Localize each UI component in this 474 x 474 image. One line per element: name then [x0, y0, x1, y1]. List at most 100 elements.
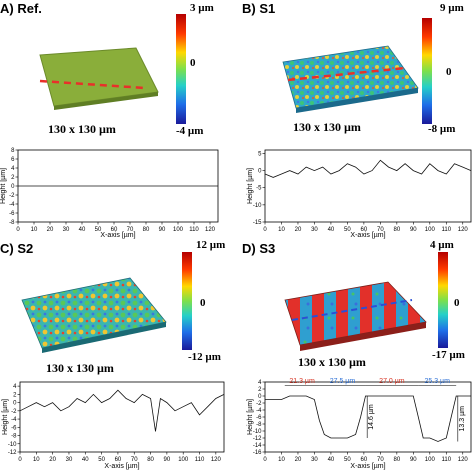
- x-tick-label: 20: [295, 227, 302, 233]
- y-axis-label: Height [µm]: [2, 399, 9, 435]
- colorbar-min: -12 µm: [188, 351, 221, 363]
- x-tick-label: 100: [173, 227, 184, 233]
- colorbar-mid: 0: [454, 297, 460, 309]
- x-tick-label: 60: [115, 457, 122, 463]
- x-tick-label: 40: [328, 457, 335, 463]
- colorbar-max: 12 µm: [196, 239, 225, 251]
- y-tick-label: 2: [11, 175, 15, 181]
- width-label: 21.3 µm: [289, 378, 315, 385]
- colorbar: [176, 14, 186, 124]
- x-tick-label: 100: [178, 457, 189, 463]
- y-tick-label: -14: [253, 443, 262, 449]
- y-tick-label: 4: [13, 384, 17, 390]
- profile-line: [287, 66, 406, 82]
- y-tick-label: 8: [11, 148, 15, 154]
- y-tick-label: 0: [13, 401, 17, 407]
- x-tick-label: 10: [31, 227, 38, 233]
- y-tick-label: -15: [253, 220, 262, 226]
- colorbar-mid: 0: [446, 66, 452, 78]
- dimension-label: 130 x 130 µm: [298, 355, 366, 369]
- colorbar: [422, 18, 432, 124]
- x-tick-label: 50: [344, 227, 351, 233]
- y-tick-label: -4: [256, 408, 262, 414]
- x-tick-label: 30: [311, 457, 318, 463]
- y-tick-label: -4: [9, 202, 15, 208]
- x-tick-label: 110: [441, 227, 451, 233]
- x-axis-label: X-axis [µm]: [350, 232, 385, 239]
- x-tick-label: 80: [393, 227, 400, 233]
- x-tick-label: 90: [159, 227, 166, 233]
- dimension-label: 130 x 130 µm: [46, 361, 114, 375]
- y-tick-label: -12: [8, 450, 17, 456]
- dimension-label: 130 x 130 µm: [293, 120, 361, 134]
- x-tick-label: 40: [79, 227, 86, 233]
- x-tick-label: 30: [66, 457, 73, 463]
- y-tick-label: 2: [13, 392, 17, 398]
- y-tick-label: 4: [11, 166, 15, 172]
- x-tick-label: 20: [295, 457, 302, 463]
- x-tick-label: 40: [82, 457, 89, 463]
- y-tick-label: 0: [258, 394, 262, 400]
- x-tick-label: 10: [278, 227, 285, 233]
- panel-label: C) S2: [0, 241, 33, 256]
- surface-edge: [296, 88, 418, 113]
- x-tick-label: 60: [111, 227, 118, 233]
- y-tick-label: -8: [256, 422, 262, 428]
- x-tick-label: 50: [98, 457, 105, 463]
- x-tick-label: 0: [263, 457, 267, 463]
- panel-label: D) S3: [242, 241, 275, 256]
- profile-plot-d: 0 10 20 30 40 50 60 70 80 90 100 110 120420-2-4-6-8-…: [247, 380, 472, 470]
- x-tick-label: 60: [361, 457, 368, 463]
- x-axis-label: X-axis [µm]: [104, 463, 139, 470]
- x-tick-label: 50: [344, 457, 351, 463]
- width-label: 27.5 µm: [330, 378, 356, 385]
- panel-c: C) S2 130 x 130 µm 12 µm 0 -12 µm 0 10 20 3…: [0, 239, 225, 470]
- panel-d: D) S3 130 x 130 µm 4 µm 0 -17 µm 0 10 20 30…: [242, 239, 472, 470]
- colorbar: [182, 252, 192, 350]
- x-tick-label: 0: [16, 227, 20, 233]
- x-tick-label: 70: [131, 457, 138, 463]
- x-tick-label: 120: [458, 227, 469, 233]
- y-tick-label: 0: [258, 169, 262, 175]
- y-axis-label: Height [µm]: [0, 168, 7, 204]
- width-label: 27.0 µm: [379, 378, 405, 385]
- height-profile-series: [265, 395, 471, 442]
- y-axis-label: Height [µm]: [247, 168, 254, 204]
- y-tick-label: -10: [253, 429, 262, 435]
- y-tick-label: -10: [8, 442, 17, 448]
- x-tick-label: 20: [49, 457, 56, 463]
- x-tick-label: 90: [410, 457, 417, 463]
- surface-edge: [300, 322, 426, 351]
- plot-frame: [264, 149, 472, 223]
- x-tick-label: 30: [311, 227, 318, 233]
- y-tick-label: 2: [258, 387, 262, 393]
- profile-plot-a: 0 10 20 30 40 50 60 70 80 90 100 110 12086420-2-4-6-…: [0, 148, 219, 239]
- y-tick-label: -2: [256, 401, 262, 407]
- y-tick-label: 0: [11, 184, 15, 190]
- profile-line: [39, 79, 146, 90]
- x-tick-label: 40: [328, 227, 335, 233]
- y-tick-label: -2: [11, 409, 17, 415]
- x-tick-label: 0: [18, 457, 22, 463]
- dimension-label: 130 x 130 µm: [48, 122, 116, 136]
- y-tick-label: -5: [256, 186, 262, 192]
- surface-edge: [54, 92, 158, 110]
- x-tick-label: 50: [95, 227, 102, 233]
- x-tick-label: 70: [377, 227, 384, 233]
- profile-annotations: 21.3 µm 27.5 µm 27.0 µm 25.3 µm 14.6 µm 13.3 …: [284, 378, 466, 442]
- profile-line: [291, 299, 413, 321]
- y-tick-label: 5: [258, 151, 262, 157]
- colorbar-max: 3 µm: [190, 2, 214, 14]
- y-tick-label: -8: [11, 434, 17, 440]
- x-tick-label: 110: [189, 227, 199, 233]
- y-tick-label: -12: [253, 436, 262, 442]
- panel-label: B) S1: [242, 1, 275, 16]
- colorbar: [438, 252, 448, 348]
- x-tick-label: 110: [195, 457, 205, 463]
- y-tick-label: -6: [9, 211, 15, 217]
- surface-edge: [42, 322, 166, 353]
- y-tick-label: 6: [11, 157, 15, 163]
- x-tick-label: 10: [278, 457, 285, 463]
- x-tick-label: 90: [410, 227, 417, 233]
